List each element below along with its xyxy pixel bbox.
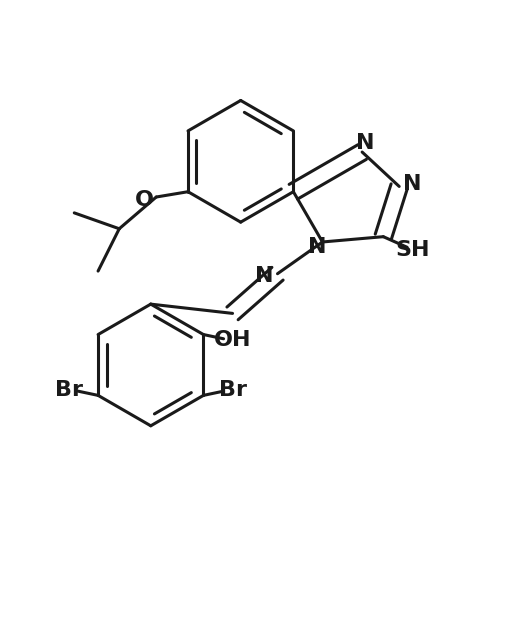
Text: Br: Br	[55, 380, 83, 400]
Text: N: N	[355, 132, 374, 152]
Text: N: N	[403, 174, 422, 194]
Text: O: O	[135, 189, 154, 210]
Text: N: N	[255, 266, 273, 286]
Text: Br: Br	[218, 380, 247, 400]
Text: SH: SH	[395, 240, 430, 260]
Text: N: N	[308, 237, 326, 257]
Text: OH: OH	[214, 330, 251, 350]
